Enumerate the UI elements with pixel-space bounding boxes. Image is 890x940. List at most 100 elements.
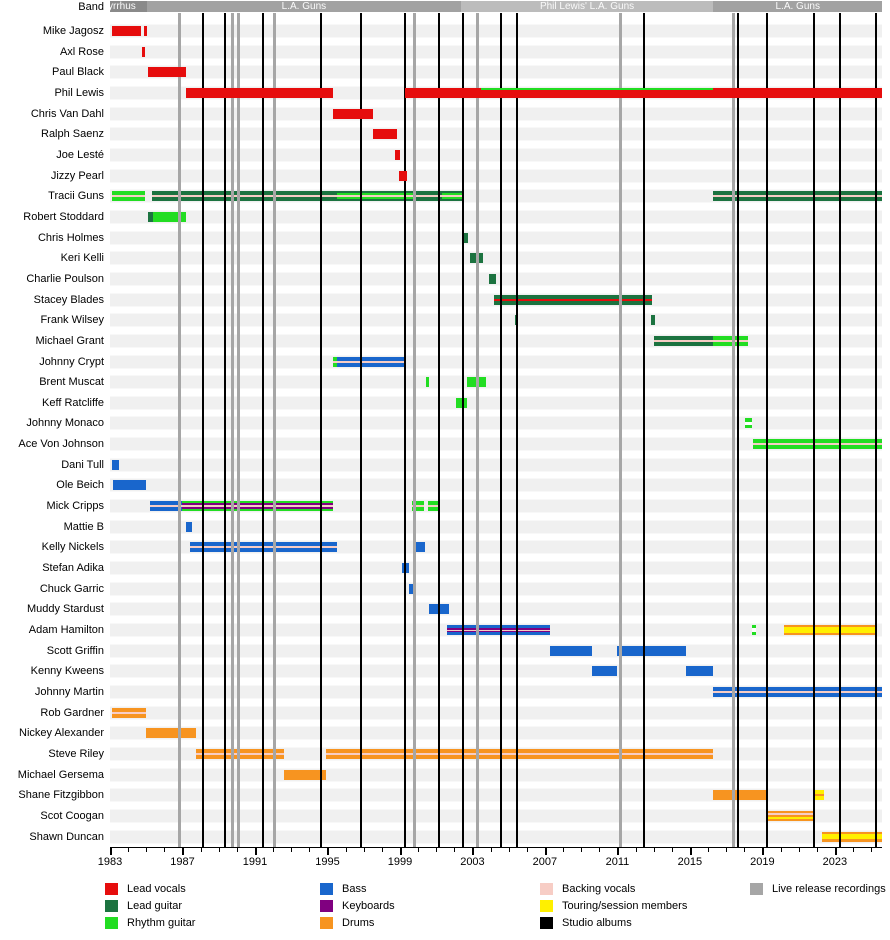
minor-tick: [291, 848, 293, 852]
legend-item: Studio albums: [540, 917, 632, 929]
member-label: Brent Muscat: [39, 376, 104, 389]
role-stripe: [411, 505, 424, 508]
row-guide: [110, 726, 882, 740]
member-row: Muddy Stardust: [0, 599, 890, 620]
year-label: 2023: [822, 856, 848, 868]
minor-tick: [363, 848, 365, 852]
member-row: Phil Lewis: [0, 83, 890, 104]
timeline-bar: [653, 335, 714, 346]
row-guide: [110, 313, 882, 327]
timeline-bar: [111, 25, 141, 36]
role-stripe: [182, 505, 333, 508]
timeline-bar: [394, 149, 400, 160]
member-track: [110, 227, 882, 248]
member-label: Scot Coogan: [40, 810, 104, 822]
timeline-bar: [196, 749, 284, 760]
year-label: 2015: [677, 856, 703, 868]
member-track: [110, 496, 882, 517]
member-track: [110, 83, 882, 104]
role-stripe: [182, 503, 333, 505]
timeline-bar: [283, 769, 326, 780]
year-label: 2011: [605, 856, 630, 868]
legend-item: Lead vocals: [105, 883, 186, 895]
timeline-bar: [428, 604, 449, 615]
member-track: [110, 702, 882, 723]
member-row: Scott Griffin: [0, 640, 890, 661]
timeline-bar: [713, 790, 766, 801]
member-label: Tracii Guns: [48, 190, 104, 203]
timeline-bar: [325, 749, 714, 760]
band-segment: Phil Lewis' L.A. Guns: [460, 1, 714, 12]
year-label: 1983: [97, 856, 123, 868]
member-row: Ralph Saenz: [0, 124, 890, 145]
legend: Lead vocals Lead guitar Rhythm guitar Bass K…: [0, 879, 890, 939]
timeline-bar: [617, 645, 687, 656]
timeline-bar: [411, 501, 424, 512]
member-label: Johnny Monaco: [26, 417, 104, 430]
timeline-bar: [414, 191, 442, 202]
year-label: 2019: [750, 856, 775, 868]
member-track: [110, 599, 882, 620]
row-guide: [110, 148, 882, 162]
role-stripe: [182, 507, 333, 510]
role-stripe: [111, 711, 147, 714]
member-row: Mattie B: [0, 516, 890, 537]
minor-tick: [454, 848, 456, 852]
row-guide: [110, 830, 882, 844]
row-guide: [110, 416, 882, 430]
timeline-bar: [515, 315, 518, 326]
row-guide: [110, 272, 882, 286]
member-row: Stacey Blades: [0, 289, 890, 310]
minor-tick: [490, 848, 492, 852]
minor-tick: [871, 848, 873, 852]
member-label: Frank Wilsey: [40, 314, 104, 327]
member-label: Charlie Poulson: [26, 272, 104, 285]
legend-item: Touring/session members: [540, 900, 687, 912]
role-stripe: [336, 199, 415, 202]
timeline-bar: [153, 211, 187, 222]
row-guide: [110, 231, 882, 245]
member-row: Stefan Adika: [0, 558, 890, 579]
member-row: Scot Coogan: [0, 806, 890, 827]
member-row: Paul Black: [0, 62, 890, 83]
row-guide: [110, 664, 882, 678]
member-track: [110, 186, 882, 207]
major-tick: [762, 848, 765, 855]
minor-tick: [309, 848, 311, 852]
member-row: Chris Holmes: [0, 227, 890, 248]
member-track: [110, 331, 882, 352]
timeline-bar: [186, 87, 333, 98]
member-label: Johnny Crypt: [39, 355, 104, 368]
role-stripe: [414, 195, 442, 198]
major-tick: [544, 848, 547, 855]
legend-label: Live release recordings: [772, 883, 886, 895]
role-stripe: [189, 546, 337, 549]
minor-tick: [726, 848, 728, 852]
major-tick: [834, 848, 837, 855]
band-segment: L.A. Guns: [713, 1, 882, 12]
member-track: [110, 124, 882, 145]
member-row: Michael Grant: [0, 331, 890, 352]
row-guide: [110, 561, 882, 575]
minor-tick: [671, 848, 673, 852]
member-track: [110, 207, 882, 228]
timeline-bar: [784, 625, 875, 636]
legend-swatch-keyboards: [320, 900, 333, 912]
member-track: [110, 145, 882, 166]
major-tick: [110, 848, 112, 855]
role-stripe: [814, 794, 824, 797]
legend-item: Backing vocals: [540, 883, 635, 895]
member-track: [110, 558, 882, 579]
member-label: Chris Van Dahl: [30, 107, 104, 120]
timeline-bar: [456, 397, 467, 408]
timeline-bar: [148, 211, 154, 222]
member-track: [110, 310, 882, 331]
member-track: [110, 41, 882, 62]
member-track: [110, 826, 882, 847]
minor-tick: [128, 848, 130, 852]
member-label: Dani Tull: [61, 458, 104, 471]
timeline-bar: [428, 501, 440, 512]
